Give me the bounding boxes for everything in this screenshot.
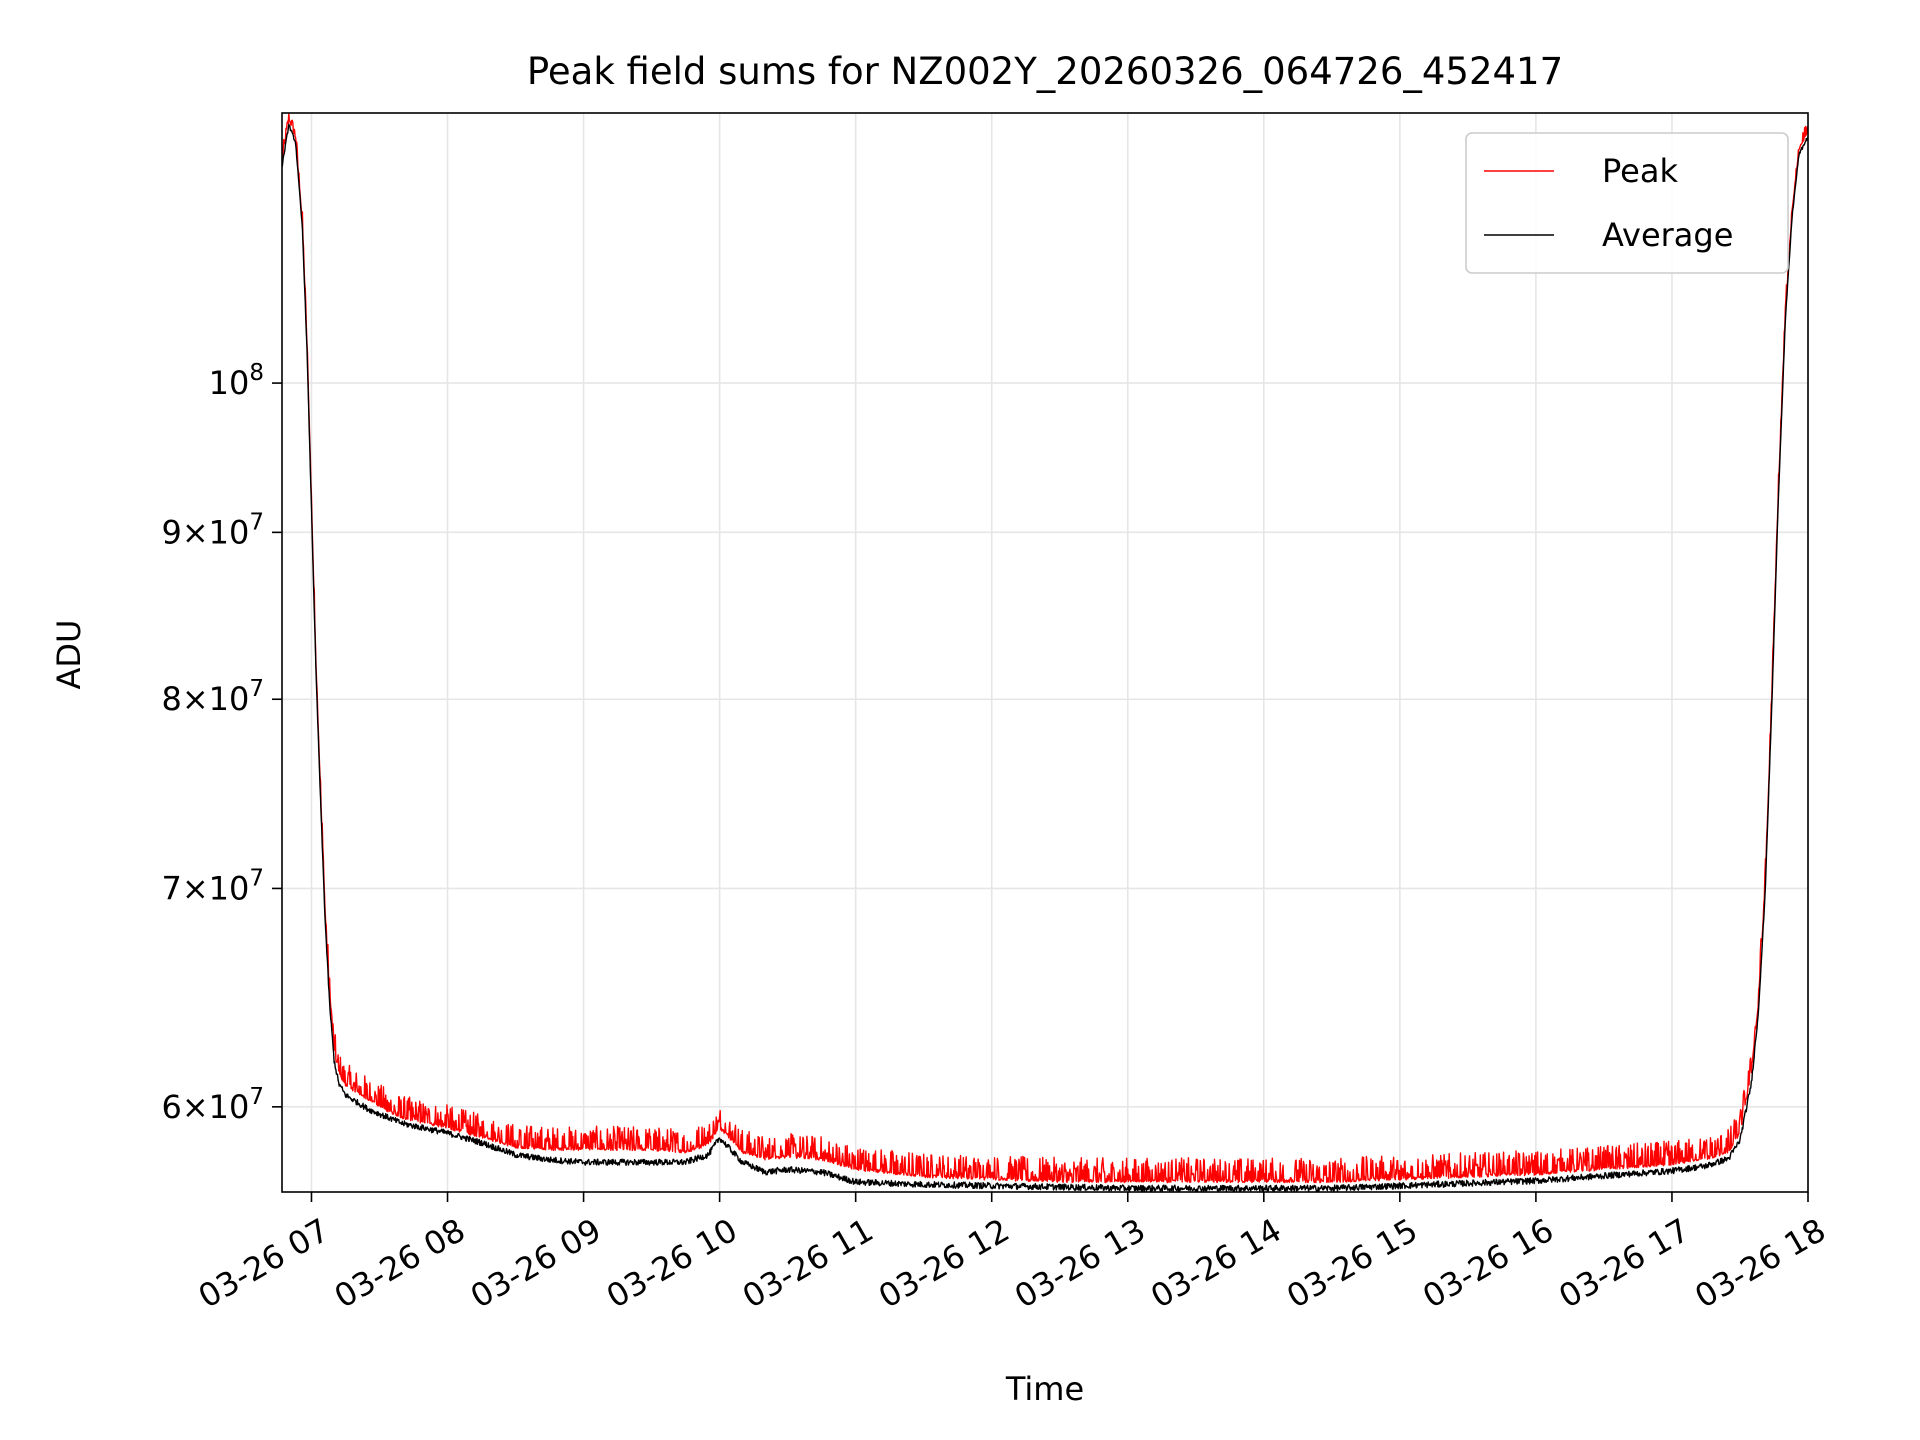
- chart-title: Peak field sums for NZ002Y_20260326_0647…: [527, 50, 1563, 93]
- y-axis-label: ADU: [50, 620, 88, 690]
- legend: Peak Average: [1465, 132, 1789, 274]
- y-tick-label: 8×107: [161, 676, 264, 718]
- plot-area: [282, 113, 1808, 1192]
- x-axis-label: Time: [1005, 1370, 1084, 1408]
- legend-label-average: Average: [1602, 216, 1733, 254]
- series-lines: [282, 113, 1808, 1192]
- series-line-peak: [282, 113, 1808, 1184]
- grid-lines: [282, 113, 1809, 1192]
- y-tick-label: 7×107: [161, 865, 264, 907]
- y-tick-label: 6×107: [161, 1084, 264, 1126]
- y-tick-label: 9×107: [161, 509, 264, 551]
- legend-label-peak: Peak: [1602, 152, 1678, 190]
- axes-frame: [281, 112, 1809, 1193]
- legend-box: [1465, 132, 1789, 274]
- series-line-average: [282, 123, 1808, 1192]
